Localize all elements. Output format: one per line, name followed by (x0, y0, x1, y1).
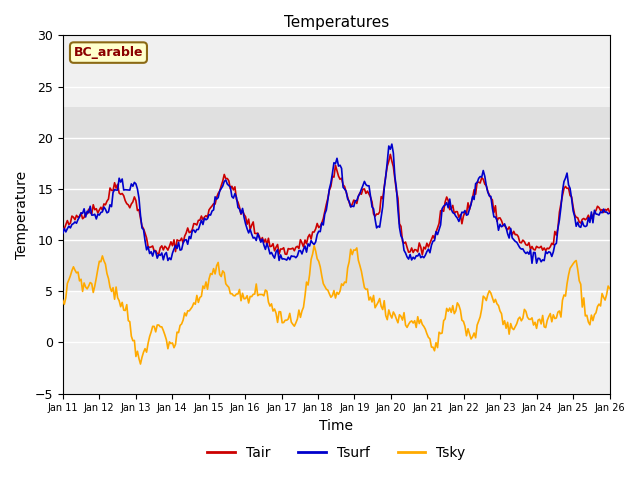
Tsurf (528, 260, 536, 266)
Tair (387, 152, 394, 157)
Tsurf (250, 235, 257, 241)
Tsky (310, 243, 318, 249)
Title: Temperatures: Temperatures (284, 15, 389, 30)
Tsurf (579, 219, 586, 225)
Tair (606, 210, 614, 216)
Tsky (300, 304, 307, 310)
Legend: Tair, Tsurf, Tsky: Tair, Tsurf, Tsky (201, 440, 471, 466)
Tair (419, 252, 426, 258)
Tsky (126, 319, 134, 324)
Y-axis label: Temperature: Temperature (15, 170, 29, 259)
Tsurf (126, 187, 134, 193)
Tair (59, 226, 67, 231)
Tsky (251, 291, 259, 297)
Tsky (579, 304, 586, 310)
Tsurf (606, 210, 614, 216)
Tsky (223, 283, 231, 288)
Tsurf (59, 230, 67, 236)
Tsurf (388, 141, 396, 147)
Tsky (242, 296, 250, 301)
Tsky (606, 286, 614, 291)
Tsurf (298, 251, 306, 257)
Bar (63, 107, 610, 291)
X-axis label: Time: Time (319, 419, 353, 433)
Line: Tsky: Tsky (63, 246, 610, 364)
Tair (250, 219, 257, 225)
Line: Tair: Tair (63, 155, 610, 255)
Tair (579, 216, 586, 222)
Tair (240, 212, 248, 217)
Line: Tsurf: Tsurf (63, 144, 610, 263)
Tair (298, 240, 306, 246)
Tair (126, 205, 134, 211)
Tsurf (240, 215, 248, 220)
Text: BC_arable: BC_arable (74, 46, 143, 59)
Tsky (59, 298, 67, 303)
Tsky (136, 361, 144, 367)
Tair (222, 176, 230, 181)
Tsurf (222, 177, 230, 183)
